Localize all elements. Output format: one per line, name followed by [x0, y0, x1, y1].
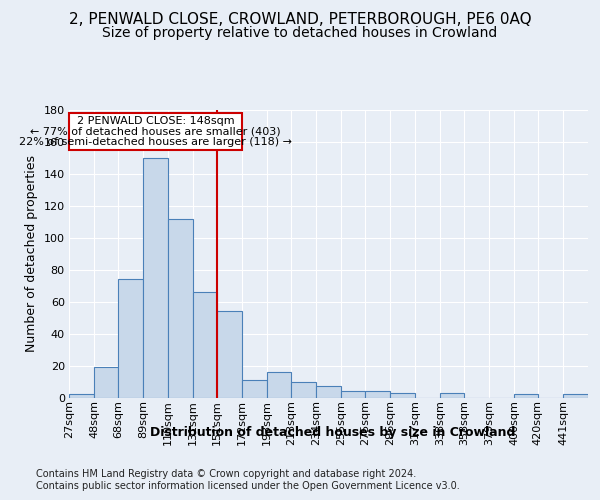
Bar	[291, 382, 316, 398]
Bar	[69, 113, 242, 150]
Bar	[143, 158, 168, 398]
Bar	[69, 394, 94, 398]
Bar	[193, 292, 217, 398]
Text: Contains HM Land Registry data © Crown copyright and database right 2024.: Contains HM Land Registry data © Crown c…	[36, 469, 416, 479]
Text: 2 PENWALD CLOSE: 148sqm: 2 PENWALD CLOSE: 148sqm	[77, 116, 235, 126]
Bar	[440, 392, 464, 398]
Bar	[514, 394, 538, 398]
Text: Contains public sector information licensed under the Open Government Licence v3: Contains public sector information licen…	[36, 481, 460, 491]
Y-axis label: Number of detached properties: Number of detached properties	[25, 155, 38, 352]
Bar	[242, 380, 267, 398]
Text: ← 77% of detached houses are smaller (403): ← 77% of detached houses are smaller (40…	[30, 126, 281, 136]
Bar	[118, 280, 143, 398]
Bar	[168, 218, 193, 398]
Bar	[563, 394, 588, 398]
Bar	[217, 311, 242, 398]
Bar	[341, 391, 365, 398]
Bar	[390, 392, 415, 398]
Bar	[365, 391, 390, 398]
Bar	[94, 367, 118, 398]
Text: 2, PENWALD CLOSE, CROWLAND, PETERBOROUGH, PE6 0AQ: 2, PENWALD CLOSE, CROWLAND, PETERBOROUGH…	[68, 12, 532, 28]
Bar	[316, 386, 341, 398]
Bar	[267, 372, 291, 398]
Text: 22% of semi-detached houses are larger (118) →: 22% of semi-detached houses are larger (…	[19, 137, 292, 147]
Text: Size of property relative to detached houses in Crowland: Size of property relative to detached ho…	[103, 26, 497, 40]
Text: Distribution of detached houses by size in Crowland: Distribution of detached houses by size …	[151, 426, 515, 439]
